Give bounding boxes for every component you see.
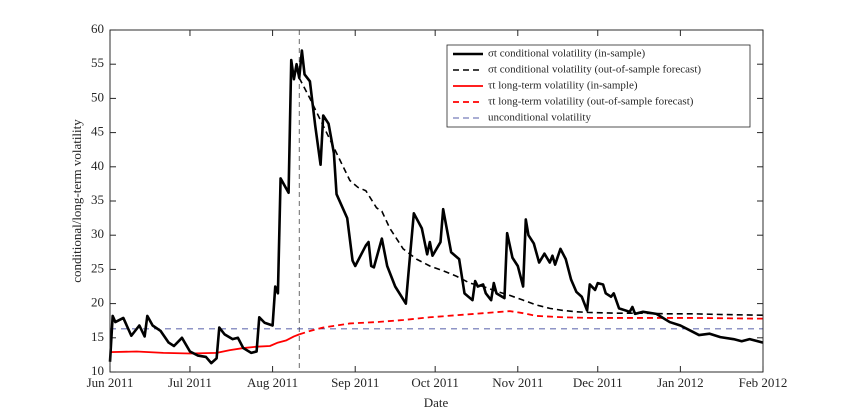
- y-tick-label: 40: [91, 158, 104, 173]
- x-tick-label: Sep 2011: [331, 375, 379, 390]
- y-tick-label: 10: [91, 363, 104, 378]
- y-tick-label: 30: [91, 226, 104, 241]
- y-tick-label: 55: [91, 55, 104, 70]
- legend-box: [446, 44, 751, 128]
- legend-label: τt long-term volatility (in-sample): [488, 80, 638, 92]
- legend-label: σt conditional volatility (out-of-sample…: [488, 64, 701, 76]
- series-line: [108, 49, 764, 365]
- y-tick-label: 45: [91, 124, 104, 139]
- series-line: [298, 310, 764, 336]
- y-tick-label: 15: [91, 329, 104, 344]
- y-tick-label: 25: [91, 260, 104, 275]
- legend-label: unconditional volatility: [488, 112, 591, 124]
- x-tick-label: Aug 2011: [247, 375, 298, 390]
- x-tick-label: Oct 2011: [411, 375, 459, 390]
- series-line: [298, 77, 764, 317]
- plot-frame: [109, 29, 764, 373]
- y-axis-label: conditional/long-term volatility: [69, 119, 84, 283]
- x-tick-label: Jun 2011: [87, 375, 134, 390]
- x-tick-label: Dec 2011: [573, 375, 623, 390]
- y-tick-label: 20: [91, 295, 104, 310]
- x-tick-label: Jan 2012: [657, 375, 704, 390]
- y-tick-label: 60: [91, 21, 104, 36]
- x-tick-label: Nov 2011: [492, 375, 543, 390]
- legend: σt conditional volatility (in-sample) σt …: [446, 44, 751, 128]
- y-tick-label: 35: [91, 192, 104, 207]
- y-tick-label: 50: [91, 89, 104, 104]
- legend-label: τt long-term volatility (out-of-sample f…: [488, 96, 694, 108]
- x-axis-label: Date: [424, 395, 449, 410]
- x-tick-label: Feb 2012: [739, 375, 788, 390]
- legend-label: σt conditional volatility (in-sample): [488, 48, 645, 60]
- x-tick-label: Jul 2011: [168, 375, 212, 390]
